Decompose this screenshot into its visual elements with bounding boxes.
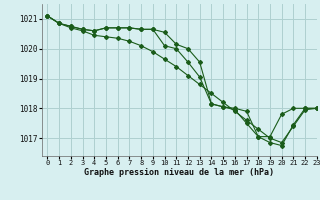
X-axis label: Graphe pression niveau de la mer (hPa): Graphe pression niveau de la mer (hPa) xyxy=(84,168,274,177)
